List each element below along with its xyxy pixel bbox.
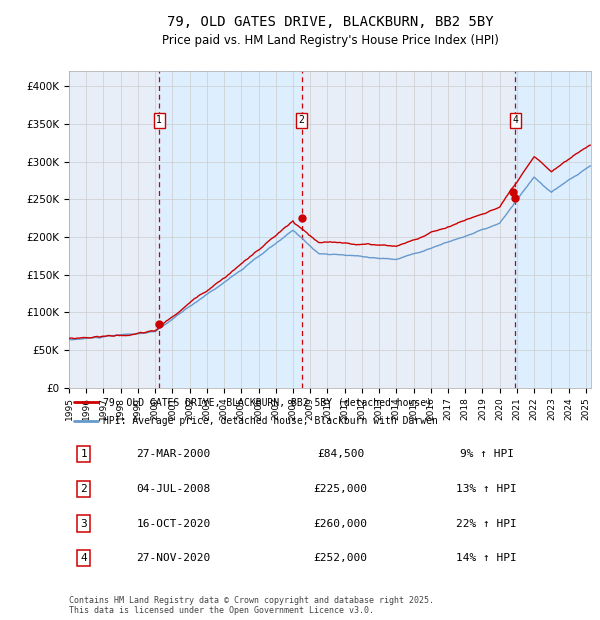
Text: £260,000: £260,000 (313, 518, 367, 529)
Text: £84,500: £84,500 (317, 449, 364, 459)
Text: 1: 1 (157, 115, 162, 125)
Text: 22% ↑ HPI: 22% ↑ HPI (456, 518, 517, 529)
Text: 13% ↑ HPI: 13% ↑ HPI (456, 484, 517, 494)
Text: 79, OLD GATES DRIVE, BLACKBURN, BB2 5BY (detached house): 79, OLD GATES DRIVE, BLACKBURN, BB2 5BY … (103, 397, 432, 407)
Text: 1: 1 (80, 449, 87, 459)
Text: 2: 2 (299, 115, 305, 125)
Text: HPI: Average price, detached house, Blackburn with Darwen: HPI: Average price, detached house, Blac… (103, 416, 438, 427)
Text: 4: 4 (80, 553, 87, 564)
Text: Contains HM Land Registry data © Crown copyright and database right 2025.
This d: Contains HM Land Registry data © Crown c… (69, 596, 434, 615)
Text: 9% ↑ HPI: 9% ↑ HPI (460, 449, 514, 459)
Text: 04-JUL-2008: 04-JUL-2008 (136, 484, 211, 494)
Text: Price paid vs. HM Land Registry's House Price Index (HPI): Price paid vs. HM Land Registry's House … (161, 34, 499, 47)
Bar (159, 71, 302, 388)
Text: £252,000: £252,000 (313, 553, 367, 564)
Bar (514, 71, 591, 388)
Text: 2: 2 (80, 484, 87, 494)
Text: 3: 3 (80, 518, 87, 529)
Text: 4: 4 (512, 115, 518, 125)
Text: 14% ↑ HPI: 14% ↑ HPI (456, 553, 517, 564)
Text: 27-MAR-2000: 27-MAR-2000 (136, 449, 211, 459)
Text: 27-NOV-2020: 27-NOV-2020 (136, 553, 211, 564)
Text: £225,000: £225,000 (313, 484, 367, 494)
Text: 79, OLD GATES DRIVE, BLACKBURN, BB2 5BY: 79, OLD GATES DRIVE, BLACKBURN, BB2 5BY (167, 16, 493, 30)
Text: 16-OCT-2020: 16-OCT-2020 (136, 518, 211, 529)
